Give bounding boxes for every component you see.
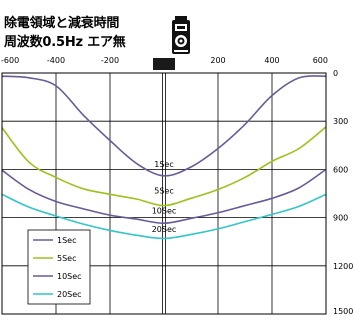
curve-label: 20Sec (152, 225, 177, 234)
y-tick-label: 600 (333, 165, 348, 174)
center-axis (153, 58, 175, 314)
series-line-20sec (1, 193, 327, 240)
curve-label: 10Sec (152, 207, 177, 216)
legend-label: 20Sec (57, 290, 82, 299)
curve-label: 1Sec (154, 160, 174, 169)
x-tick-label: -600 (1, 56, 19, 65)
legend-label: 10Sec (57, 272, 82, 281)
chart-title-line-1: 除電領域と減衰時間 (4, 16, 120, 31)
series-line-1sec (1, 75, 327, 177)
chart-title-line-2: 周波数0.5Hz エア無 (4, 35, 126, 50)
legend-label: 5Sec (57, 254, 77, 263)
y-tick-label: 300 (333, 117, 348, 126)
x-tick-label: 200 (210, 56, 225, 65)
x-tick-label: -400 (47, 56, 65, 65)
x-tick-label: -200 (101, 56, 119, 65)
legend-label: 1Sec (57, 236, 77, 245)
y-tick-label: 0 (333, 69, 338, 78)
y-tick-label: 1500 (333, 307, 353, 316)
y-axis-ticks: 0 300 600 900 1200 1500 (333, 69, 353, 316)
x-tick-label: 600 (313, 56, 328, 65)
plot-frame (1, 72, 327, 315)
series-line-10sec (1, 168, 327, 225)
series-lines (1, 75, 327, 240)
y-tick-label: 1200 (333, 262, 353, 271)
ionizer-device-icon (172, 16, 190, 54)
x-axis-ticks: -600 -400 -200 200 400 600 (1, 56, 328, 65)
series-line-5sec (1, 126, 327, 207)
y-tick-label: 900 (333, 214, 348, 223)
x-tick-label: 400 (264, 56, 279, 65)
legend: 1Sec 5Sec 10Sec 20Sec (27, 229, 91, 305)
curve-label: 5Sec (154, 187, 174, 196)
curve-labels: 1Sec 5Sec 10Sec 20Sec (152, 160, 177, 234)
legend-box (27, 229, 91, 305)
device-stand (153, 58, 175, 70)
